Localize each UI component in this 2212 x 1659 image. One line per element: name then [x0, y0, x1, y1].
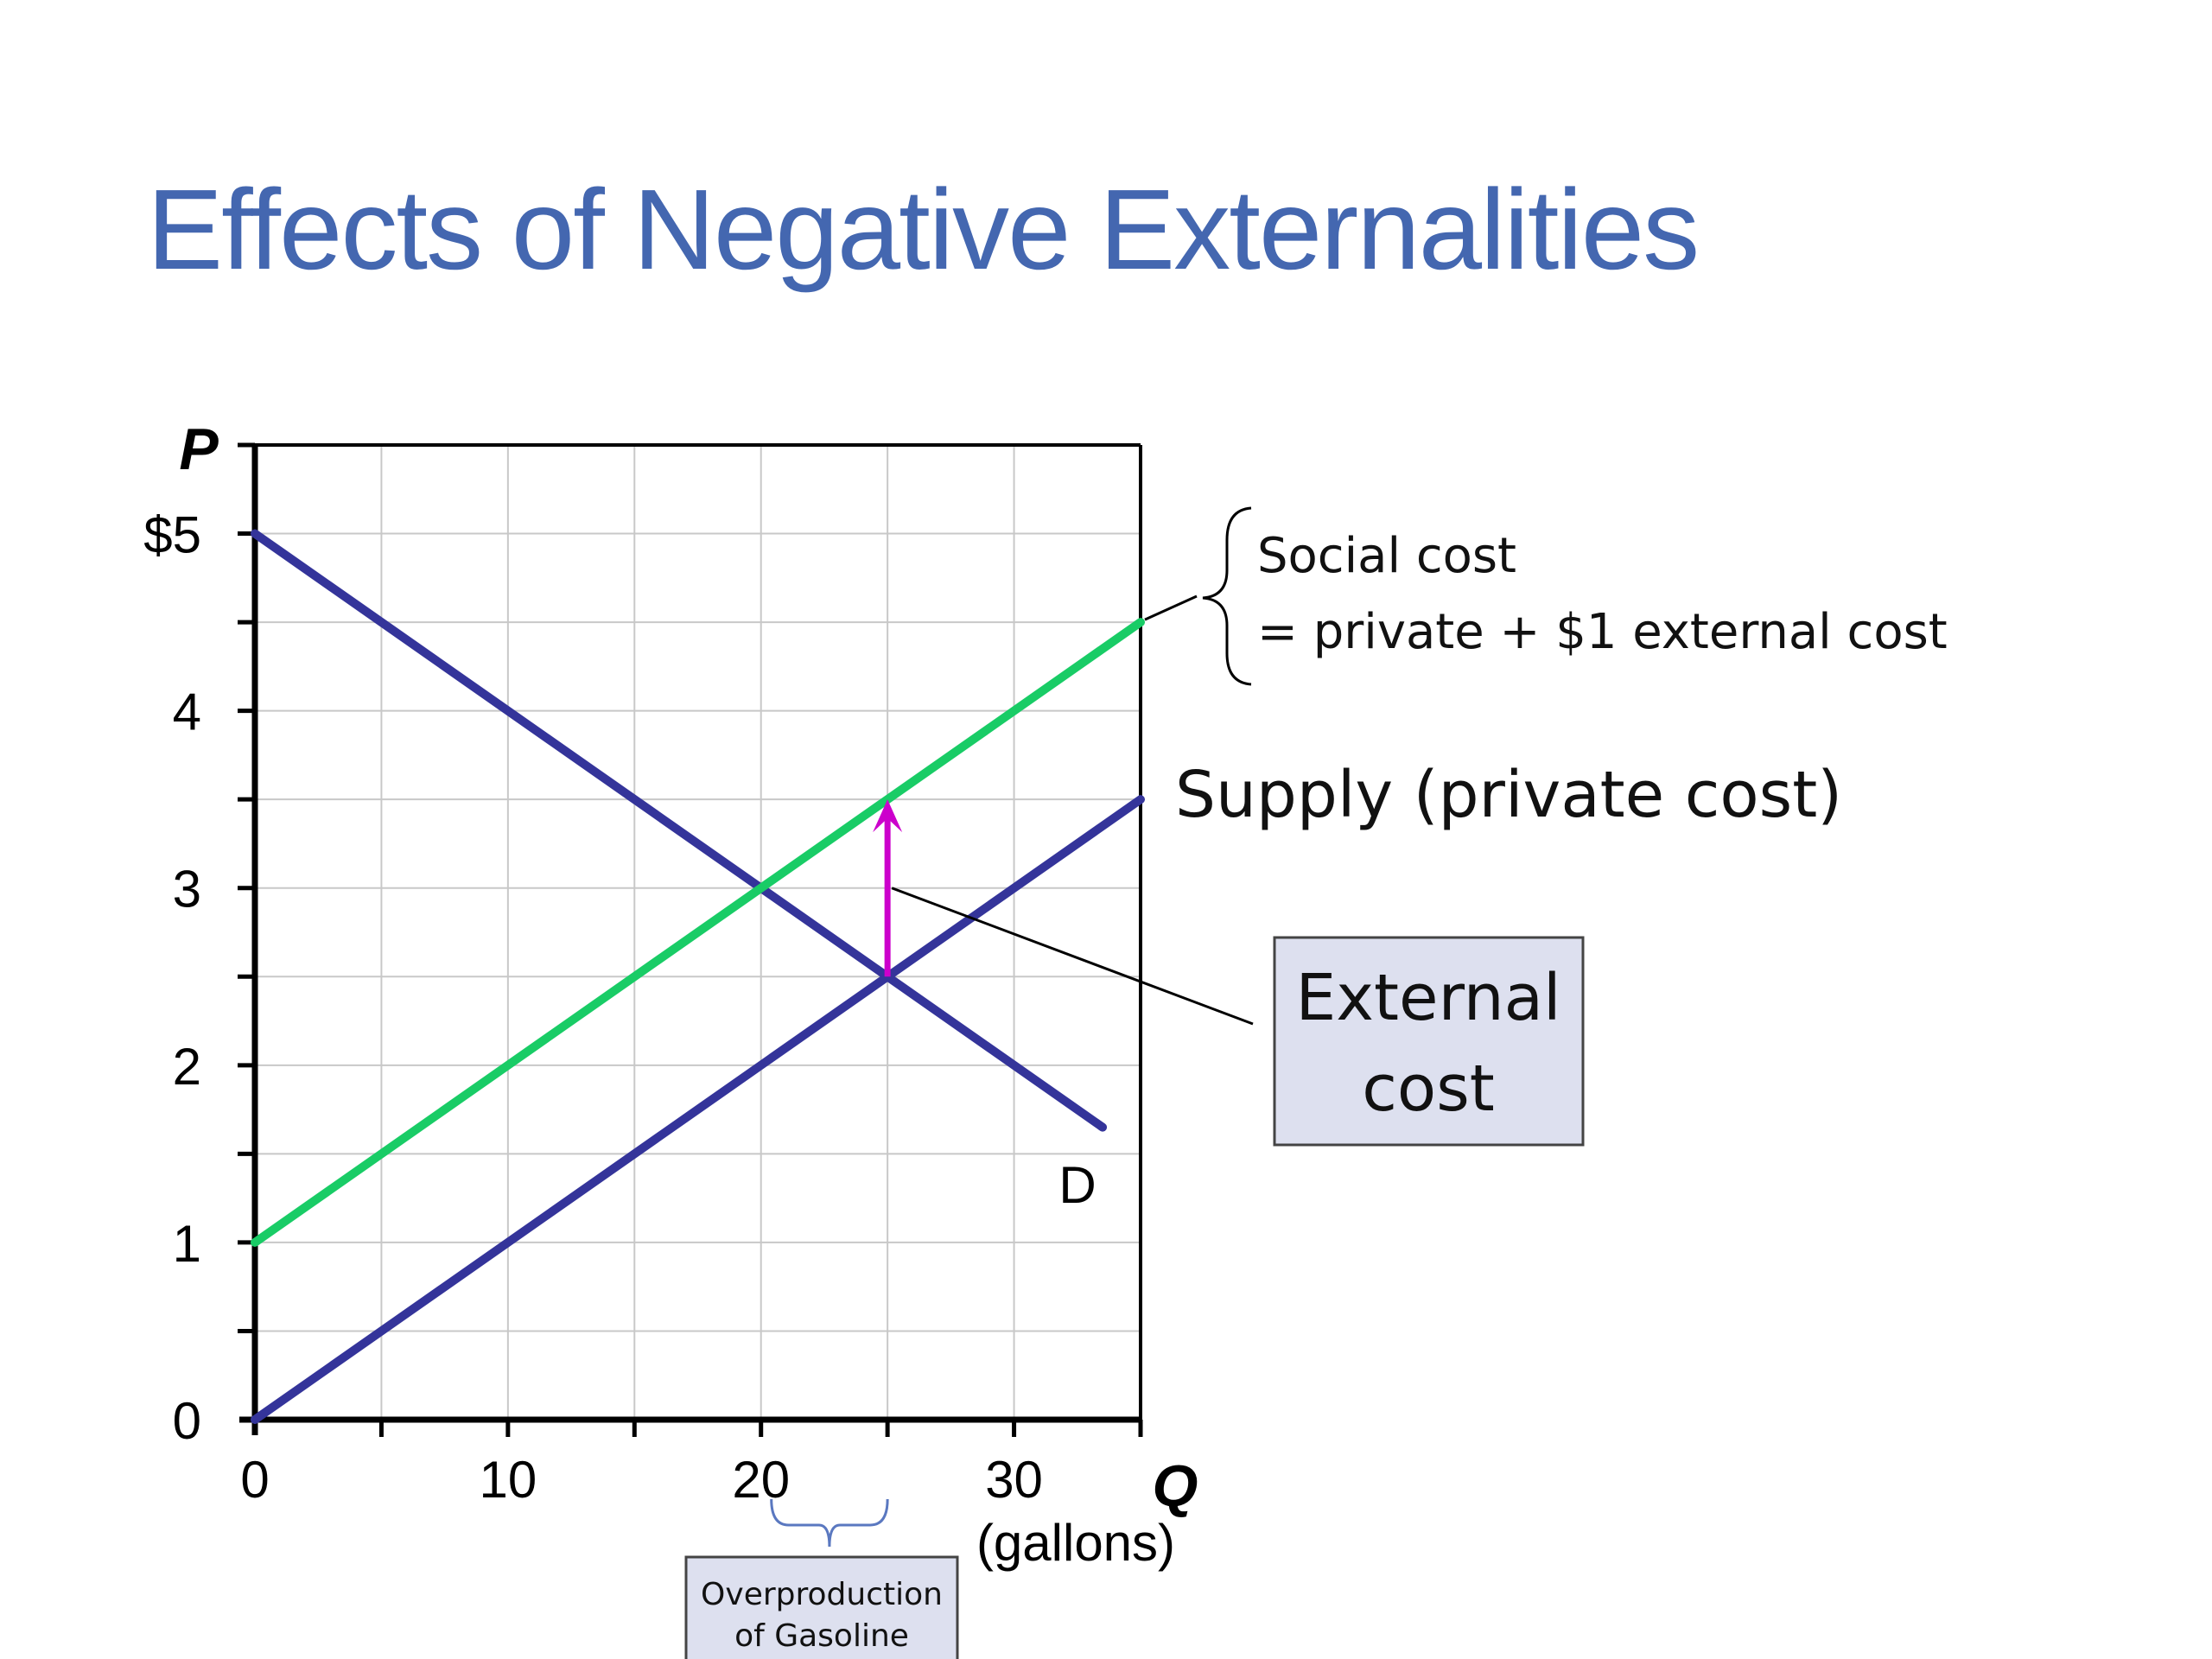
social-cost-brace — [1202, 506, 1252, 686]
y-tick-label: 4 — [173, 683, 201, 741]
supply-label: Supply (private cost) — [1175, 758, 1842, 832]
external-cost-box-line1: External — [1295, 961, 1560, 1035]
social-cost-detail: = private + $1 external cost — [1257, 604, 1948, 660]
x-tick-label: 30 — [985, 1451, 1043, 1509]
y-tick-label: 2 — [173, 1038, 201, 1096]
external-cost-box — [1273, 936, 1585, 1147]
x-tick-label: 20 — [732, 1451, 790, 1509]
demand-line — [251, 529, 1108, 1132]
social-cost-leader — [1144, 594, 1198, 621]
external-cost-box-line2: cost — [1362, 1052, 1495, 1126]
series-lines — [251, 529, 1145, 1424]
x-tick-label: 0 — [240, 1451, 269, 1509]
grid-lines — [255, 445, 1141, 1420]
overproduction-bracket — [770, 1498, 889, 1548]
x-axis-unit: (gallons) — [976, 1514, 1175, 1572]
external-cost-leader — [891, 887, 1254, 1026]
slide-title: Effects of Negative Externalities — [147, 166, 1700, 293]
social-line — [251, 618, 1145, 1247]
tick-labels: 0 10 20 30 0 1 2 3 4 $5 P Q(gallons) — [143, 416, 1198, 1572]
y-axis-label: P — [179, 416, 219, 482]
y-tick-label: $5 — [143, 506, 201, 564]
axes — [238, 442, 1143, 1437]
social-cost-title: Social cost — [1257, 528, 1516, 584]
overproduction-box-line2: of Gasoline — [734, 1618, 909, 1654]
demand-label: D — [1058, 1156, 1096, 1214]
y-tick-label: 0 — [173, 1392, 201, 1450]
y-tick-label: 1 — [173, 1215, 201, 1273]
external-cost-arrow-head — [873, 799, 903, 833]
overproduction-box-line1: Overproduction — [701, 1577, 943, 1612]
x-axis-label: Q — [1153, 1453, 1198, 1519]
annotations: External cost Supply (private cost) D Social… — [684, 506, 1948, 1659]
x-tick-label: 10 — [479, 1451, 537, 1509]
y-tick-label: 3 — [173, 861, 201, 918]
supply-line — [251, 795, 1145, 1424]
overproduction-box — [684, 1555, 959, 1659]
